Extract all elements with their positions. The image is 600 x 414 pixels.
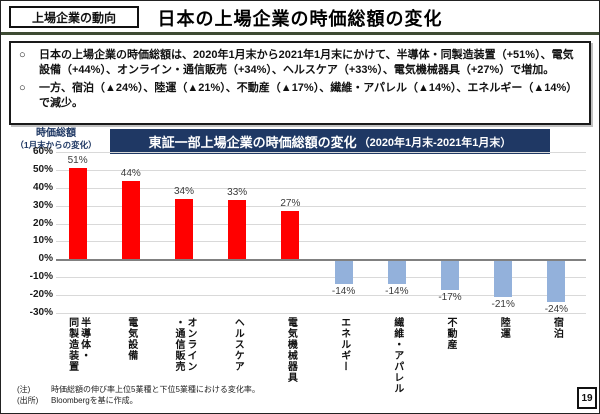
gridline bbox=[56, 152, 586, 153]
bar-positive bbox=[281, 211, 300, 260]
gridline bbox=[56, 277, 586, 279]
category-label: 不動産 bbox=[445, 317, 456, 350]
y-axis-tick-label: 0% bbox=[38, 253, 53, 265]
note-label: (注) bbox=[17, 385, 31, 394]
category-label: 電気機械器具 bbox=[285, 317, 297, 383]
bar-positive bbox=[121, 180, 140, 260]
bar-negative bbox=[387, 260, 406, 285]
bar-value-label: 33% bbox=[227, 187, 248, 199]
y-axis-title-line2: （1月末からの変化） bbox=[15, 140, 97, 150]
summary-box: ○ 日本の上場企業の時価総額は、2020年1月末から2021年1月末にかけて、半… bbox=[9, 41, 591, 125]
chart-title-bar: 東証一部上場企業の時価総額の変化 （2020年1月末-2021年1月末） bbox=[110, 129, 550, 154]
y-axis-tick-label: -20% bbox=[29, 289, 53, 301]
bar-value-label: 27% bbox=[280, 198, 301, 209]
category-label: 半導体・ 同製造装置 bbox=[66, 317, 90, 372]
page-title: 日本の上場企業の時価総額の変化 bbox=[157, 9, 443, 29]
zero-axis-line bbox=[56, 259, 586, 262]
category-label: 宿泊 bbox=[551, 317, 563, 339]
y-axis-tick-label: -10% bbox=[29, 271, 53, 283]
note-text: 時価総額の伸び率上位5業種と下位5業種における変化率。 bbox=[51, 385, 260, 394]
summary-bullet-decrease-text: 一方、宿泊（▲24%）、陸運（▲21%）、不動産（▲17%）、繊維・アパレル（▲… bbox=[39, 81, 578, 110]
section-tag-label: 上場企業の動向 bbox=[31, 10, 116, 25]
bar-value-label: 44% bbox=[120, 167, 141, 179]
gridline bbox=[56, 223, 586, 225]
summary-bullet-increase: ○ 日本の上場企業の時価総額は、2020年1月末から2021年1月末にかけて、半… bbox=[19, 48, 581, 79]
summary-bullet-increase-text: 日本の上場企業の時価総額は、2020年1月末から2021年1月末にかけて、半導体… bbox=[39, 49, 574, 77]
section-tag-box: 上場企業の動向 bbox=[9, 6, 139, 28]
header-divider bbox=[1, 32, 599, 35]
y-axis-tick-label: 20% bbox=[32, 217, 53, 229]
source-row: (出所) Bloombergを基に作成。 bbox=[17, 396, 260, 407]
y-axis-tick-label: 50% bbox=[32, 163, 53, 175]
gridline bbox=[56, 313, 586, 314]
category-label: 電気設備 bbox=[125, 317, 137, 361]
bullet-circle-icon: ○ bbox=[19, 49, 26, 61]
bar-negative bbox=[547, 260, 566, 303]
bar-value-label: -24% bbox=[544, 304, 569, 316]
y-axis-title-line1: 時価総額 bbox=[36, 128, 76, 139]
bar-positive bbox=[228, 200, 247, 260]
page-number: 19 bbox=[581, 392, 593, 404]
y-axis-tick-label: 60% bbox=[32, 146, 53, 157]
gridline bbox=[56, 205, 586, 207]
bar-value-label: -14% bbox=[385, 286, 409, 298]
y-axis-tick-label: -30% bbox=[29, 307, 53, 318]
bar-value-label: -21% bbox=[491, 298, 515, 310]
bar-negative bbox=[494, 260, 513, 297]
bar-value-label: -17% bbox=[438, 291, 462, 303]
footnotes: (注) 時価総額の伸び率上位5業種と下位5業種における変化率。 (出所) Blo… bbox=[17, 385, 260, 407]
bar-negative bbox=[334, 260, 353, 285]
bar-value-label: -14% bbox=[331, 286, 356, 298]
note-row: (注) 時価総額の伸び率上位5業種と下位5業種における変化率。 bbox=[17, 385, 260, 396]
summary-bullet-decrease: ○ 一方、宿泊（▲24%）、陸運（▲21%）、不動産（▲17%）、繊維・アパレル… bbox=[19, 81, 581, 112]
bullet-circle-icon: ○ bbox=[19, 81, 26, 94]
gridline bbox=[56, 241, 586, 243]
bar-positive bbox=[68, 168, 87, 260]
chart-title-period: （2020年1月末-2021年1月末） bbox=[358, 136, 512, 149]
y-axis-tick-label: 40% bbox=[32, 181, 53, 193]
bar-value-label: 34% bbox=[173, 185, 194, 197]
y-axis-title: 時価総額 （1月末からの変化） bbox=[3, 128, 109, 150]
y-axis-tick-label: 10% bbox=[32, 235, 53, 247]
y-axis-tick-label: 30% bbox=[32, 199, 53, 211]
bar-positive bbox=[175, 198, 193, 260]
category-label: ヘルスケア bbox=[232, 317, 244, 372]
category-label: 繊維・アパレル bbox=[391, 317, 403, 394]
page-number-box: 19 bbox=[577, 387, 597, 409]
bar-negative bbox=[441, 260, 459, 290]
gridline bbox=[56, 169, 586, 171]
source-text: Bloombergを基に作成。 bbox=[51, 395, 138, 405]
category-label: オンライン ・通信販売 bbox=[173, 317, 196, 372]
gridline bbox=[56, 187, 586, 189]
source-label: (出所) bbox=[17, 395, 39, 405]
chart-title: 東証一部上場企業の時価総額の変化 bbox=[148, 135, 357, 150]
category-label: 陸運 bbox=[498, 317, 510, 339]
bar-value-label: 51% bbox=[67, 155, 88, 167]
category-label: エネルギー bbox=[338, 317, 350, 372]
gridline bbox=[56, 295, 586, 297]
